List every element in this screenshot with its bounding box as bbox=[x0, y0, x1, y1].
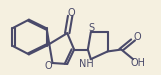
Text: OH: OH bbox=[130, 58, 145, 68]
Text: NH: NH bbox=[79, 59, 93, 69]
Text: S: S bbox=[89, 23, 95, 33]
Text: O: O bbox=[45, 61, 52, 71]
Text: O: O bbox=[68, 8, 76, 18]
Text: O: O bbox=[133, 32, 141, 42]
